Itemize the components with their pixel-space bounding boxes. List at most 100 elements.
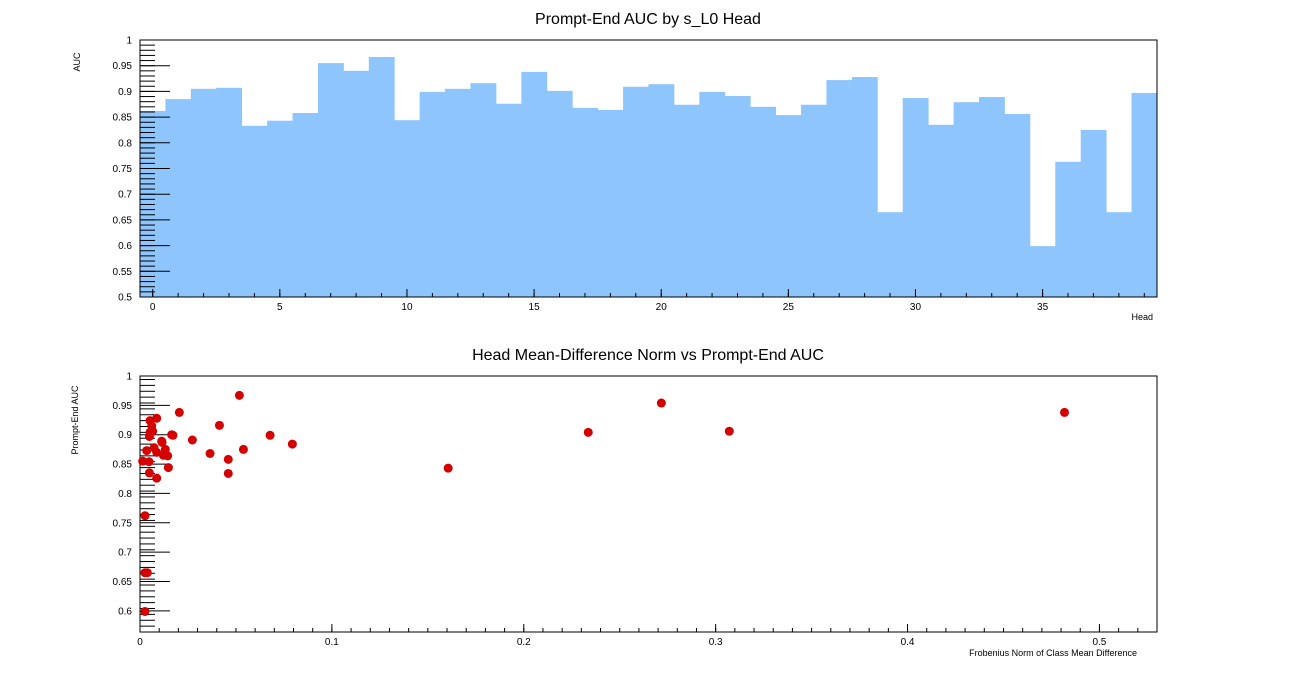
bar-head-30 (902, 98, 929, 297)
scatter-point (583, 427, 593, 437)
y-tick-label: 0.9 (118, 87, 132, 98)
bar-head-24 (750, 106, 777, 297)
bar-chart-title: Prompt-End AUC by s_L0 Head (535, 11, 761, 28)
x-tick-label: 0.4 (901, 637, 915, 648)
bar-head-36 (1055, 161, 1082, 297)
bar-head-19 (623, 86, 649, 297)
scatter-point (187, 435, 197, 445)
scatter-point (223, 454, 233, 464)
bar-head-31 (928, 124, 954, 297)
scatter-point (152, 473, 162, 483)
scatter-point (174, 407, 184, 417)
bar-head-0 (140, 110, 166, 297)
scatter-point (223, 468, 233, 478)
scatter-point (205, 449, 215, 459)
bar-head-11 (419, 91, 446, 297)
scatter-chart-xlabel: Frobenius Norm of Class Mean Difference (969, 648, 1137, 658)
bar-head-18 (597, 109, 624, 298)
bar-head-23 (724, 96, 751, 297)
x-tick-label: 0 (137, 637, 143, 648)
bar-head-16 (546, 90, 573, 297)
x-tick-label: 30 (910, 302, 922, 313)
bar-head-34 (1004, 114, 1031, 298)
y-tick-label: 0.55 (113, 267, 133, 278)
bar-head-3 (216, 87, 243, 297)
x-tick-label: 20 (656, 302, 668, 313)
scatter-point (144, 457, 154, 467)
y-tick-label: 0.75 (113, 518, 133, 529)
scatter-plot: 0.6 0.65 0.7 0.75 0.8 0.85 0.9 0.95 1 0 0.1 0.2 0.3 0… (113, 372, 1158, 648)
scatter-point (724, 426, 734, 436)
x-tick-label: 10 (401, 302, 413, 313)
bar-head-20 (648, 84, 675, 297)
y-tick-label: 0.7 (118, 190, 132, 201)
scatter-point (656, 398, 666, 408)
bar-head-27 (826, 80, 853, 297)
plot-frame (139, 39, 1158, 298)
y-tick-label: 0.75 (113, 164, 133, 175)
scatter-point (144, 468, 154, 478)
y-tick-label: 1 (126, 36, 132, 47)
scatter-point (443, 463, 453, 473)
scatter-point (168, 430, 178, 440)
x-tick-label: 0.5 (1092, 637, 1106, 648)
bar-head-5 (267, 120, 293, 297)
bar-head-9 (368, 56, 395, 297)
x-tick-label: 15 (529, 302, 541, 313)
bar-head-2 (190, 88, 217, 297)
x-tick-label: 0.3 (709, 637, 723, 648)
scatter-point (144, 431, 154, 441)
bar-head-39 (1131, 92, 1158, 297)
scatter-point (157, 437, 167, 447)
plot-frame (139, 375, 1158, 633)
y-tick-label: 0.6 (118, 606, 132, 617)
bar-head-32 (953, 102, 980, 297)
y-tick-label: 0.8 (118, 489, 132, 500)
bar-head-1 (165, 99, 192, 297)
y-tick-label: 0.65 (113, 215, 133, 226)
scatter-point (163, 451, 173, 461)
bar-head-33 (979, 97, 1005, 297)
bar-chart-ylabel: AUC (72, 52, 82, 72)
scatter-point (265, 430, 275, 440)
scatter-point (1060, 407, 1070, 417)
scatter-point (140, 511, 150, 521)
bar-head-17 (572, 107, 599, 298)
scatter-point (234, 390, 244, 400)
y-tick-label: 0.85 (113, 460, 133, 471)
y-tick-label: 0.6 (118, 241, 132, 252)
bar-head-22 (699, 91, 726, 297)
y-tick-label: 1 (126, 372, 132, 383)
bar-head-10 (394, 120, 421, 298)
scatter-point (163, 463, 173, 473)
x-tick-label: 0 (150, 302, 156, 313)
bar-head-7 (317, 63, 344, 297)
y-tick-label: 0.85 (113, 113, 133, 124)
y-tick-label: 0.8 (118, 138, 132, 149)
scatter-point (287, 439, 297, 449)
bar-head-4 (241, 125, 268, 297)
scatter-point (238, 444, 248, 454)
bar-head-26 (801, 104, 827, 297)
y-tick-label: 0.5 (118, 293, 132, 304)
y-tick-label: 0.95 (113, 401, 133, 412)
x-tick-label: 25 (783, 302, 795, 313)
bar-head-28 (851, 77, 878, 298)
bar-head-15 (521, 71, 548, 297)
bar-head-12 (445, 88, 471, 297)
bar-head-35 (1029, 246, 1056, 297)
bar-head-8 (343, 70, 370, 297)
scatter-chart-title: Head Mean-Difference Norm vs Prompt-End … (472, 347, 824, 364)
scatter-point (214, 420, 224, 430)
bar-head-13 (470, 83, 497, 298)
x-tick-label: 0.1 (325, 637, 339, 648)
bar-head-38 (1106, 212, 1132, 297)
x-tick-label: 35 (1037, 302, 1049, 313)
bar-head-21 (673, 104, 700, 297)
y-tick-label: 0.65 (113, 577, 133, 588)
bar-head-25 (775, 115, 802, 297)
y-tick-label: 0.95 (113, 61, 133, 72)
x-tick-label: 0.2 (517, 637, 531, 648)
